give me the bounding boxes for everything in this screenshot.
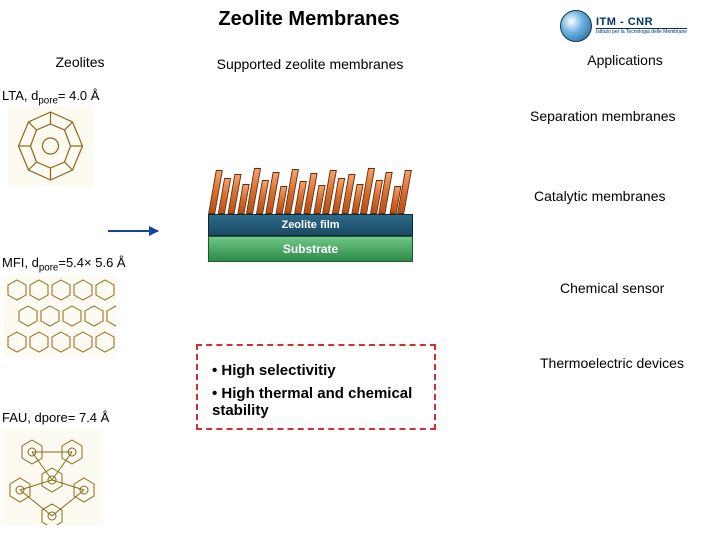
logo-main: ITM - CNR: [596, 17, 687, 28]
logo: ITM - CNR Istituto per la Tecnologia del…: [560, 8, 710, 44]
property-bullet: • High selectivitiy: [212, 362, 420, 379]
logo-globe-icon: [560, 10, 592, 42]
application-item: Separation membranes: [530, 108, 720, 124]
zeolite-mfi-label: MFI, dpore=5.4× 5.6 Å: [2, 255, 162, 274]
zeolite-fau-label: FAU, dpore= 7.4 Å: [2, 410, 142, 425]
membrane-diagram: Zeolite film Substrate: [208, 168, 413, 262]
column-header-applications: Applications: [570, 52, 680, 68]
zeolite-lta-label: LTA, dpore= 4.0 Å: [2, 88, 142, 107]
properties-box: • High selectivitiy • High thermal and ch…: [196, 344, 436, 430]
zeolite-lta-image: [8, 106, 93, 186]
membrane-zeolite-columns: [208, 168, 413, 214]
application-item: Chemical sensor: [560, 280, 720, 296]
page-title: Zeolite Membranes: [194, 8, 424, 31]
application-item: Catalytic membranes: [534, 188, 720, 204]
membrane-substrate-label: Substrate: [208, 236, 413, 262]
property-bullet: • High thermal and chemical stability: [212, 385, 420, 419]
arrow-icon: [108, 230, 158, 232]
logo-text: ITM - CNR Istituto per la Tecnologia del…: [596, 17, 687, 35]
logo-sub: Istituto per la Tecnologia delle Membran…: [596, 28, 687, 35]
zeolite-mfi-image: [4, 276, 116, 356]
column-header-zeolites: Zeolites: [40, 54, 120, 70]
application-item: Thermoelectric devices: [540, 355, 720, 371]
membrane-film-label: Zeolite film: [208, 214, 413, 236]
zeolite-fau-image: [2, 430, 102, 525]
column-header-supported: Supported zeolite membranes: [195, 56, 425, 72]
